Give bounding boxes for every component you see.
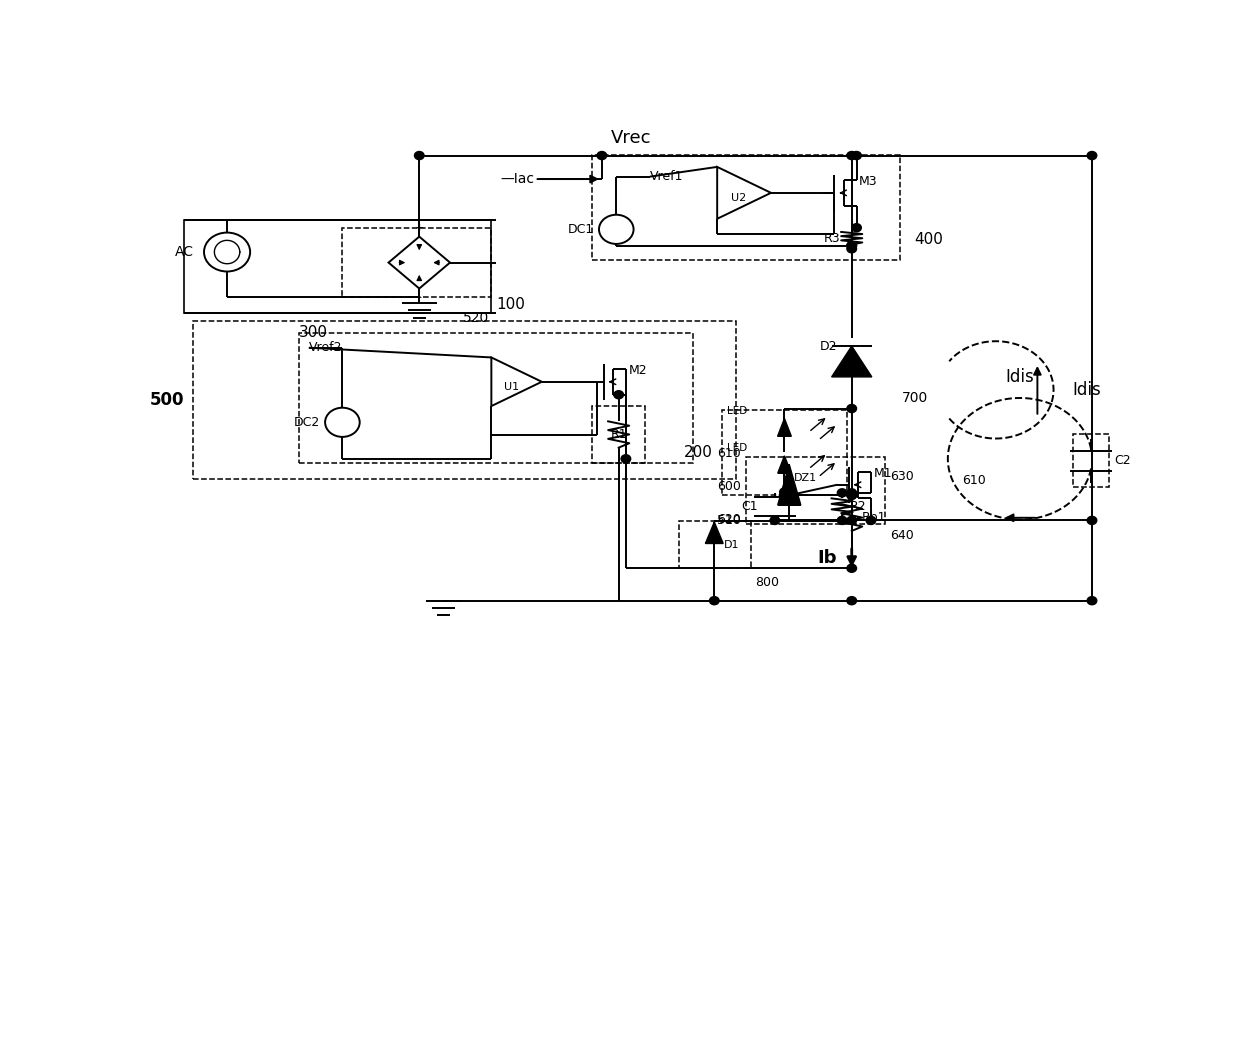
Polygon shape <box>832 346 872 377</box>
Circle shape <box>847 152 857 160</box>
Polygon shape <box>777 456 791 473</box>
Text: 640: 640 <box>890 529 914 541</box>
Circle shape <box>847 597 857 604</box>
Text: —Iac: —Iac <box>501 172 534 186</box>
Circle shape <box>847 491 857 499</box>
Text: 100: 100 <box>496 297 525 312</box>
Text: LED: LED <box>727 405 746 416</box>
Bar <box>722 410 847 495</box>
Text: D2: D2 <box>820 340 837 354</box>
Circle shape <box>847 564 857 573</box>
Text: U1: U1 <box>503 381 520 392</box>
Circle shape <box>837 516 847 524</box>
Bar <box>299 333 693 463</box>
Circle shape <box>780 491 790 499</box>
Bar <box>342 227 491 297</box>
Text: Rb1: Rb1 <box>862 511 885 524</box>
Bar <box>193 321 737 479</box>
Text: AC: AC <box>175 245 193 259</box>
Text: C2: C2 <box>1114 454 1131 468</box>
Circle shape <box>847 244 857 253</box>
Polygon shape <box>491 357 542 406</box>
Text: 500: 500 <box>149 391 184 409</box>
Text: Vref1: Vref1 <box>650 171 683 183</box>
Circle shape <box>1087 152 1096 160</box>
Circle shape <box>847 404 857 413</box>
Circle shape <box>780 488 790 496</box>
Text: R3: R3 <box>823 232 841 244</box>
Text: 400: 400 <box>914 233 944 247</box>
Bar <box>1073 435 1110 488</box>
Text: Vrec: Vrec <box>610 130 651 147</box>
Text: R2: R2 <box>849 500 867 513</box>
Circle shape <box>847 241 857 250</box>
Text: M2: M2 <box>629 364 647 377</box>
Circle shape <box>847 491 857 499</box>
Circle shape <box>614 391 624 399</box>
Circle shape <box>598 152 606 160</box>
Circle shape <box>867 516 875 524</box>
Polygon shape <box>706 522 723 543</box>
Text: M3: M3 <box>858 175 877 188</box>
Bar <box>184 220 491 313</box>
Text: R1: R1 <box>610 428 627 441</box>
Circle shape <box>1087 597 1096 604</box>
Text: 610: 610 <box>962 474 986 488</box>
Polygon shape <box>388 237 450 289</box>
Circle shape <box>414 152 424 160</box>
Text: 800: 800 <box>755 576 780 590</box>
Text: LED: LED <box>727 443 746 453</box>
Circle shape <box>621 455 631 463</box>
Circle shape <box>847 516 857 524</box>
Text: -: - <box>418 293 422 302</box>
Circle shape <box>1087 516 1096 524</box>
Text: 610: 610 <box>718 446 742 459</box>
Bar <box>593 406 645 463</box>
Text: 200: 200 <box>683 445 712 460</box>
Text: Idis: Idis <box>1006 367 1034 385</box>
Text: Idis: Idis <box>1073 381 1101 399</box>
Text: 630: 630 <box>890 470 914 483</box>
Circle shape <box>847 489 857 497</box>
Text: DC2: DC2 <box>294 416 320 429</box>
Text: Vref2: Vref2 <box>309 341 342 354</box>
Bar <box>746 457 885 523</box>
Text: 600: 600 <box>717 480 742 493</box>
Text: +: + <box>414 222 424 233</box>
Text: DC1: DC1 <box>568 223 594 236</box>
Text: 510: 510 <box>717 514 742 526</box>
Text: 700: 700 <box>903 391 929 405</box>
Text: D1: D1 <box>724 540 739 550</box>
Text: Ib: Ib <box>818 549 837 568</box>
Text: U2: U2 <box>732 193 746 203</box>
Text: C1: C1 <box>742 500 758 513</box>
Polygon shape <box>777 418 791 436</box>
Circle shape <box>852 223 862 232</box>
Circle shape <box>837 489 847 497</box>
Polygon shape <box>717 166 771 219</box>
Text: 300: 300 <box>299 325 329 340</box>
Circle shape <box>847 241 857 250</box>
Circle shape <box>770 516 780 524</box>
Text: DZ1: DZ1 <box>794 473 817 483</box>
Circle shape <box>709 597 719 604</box>
Bar <box>678 521 750 569</box>
Text: M1: M1 <box>874 466 893 480</box>
Text: 520: 520 <box>464 311 490 325</box>
Polygon shape <box>777 464 801 505</box>
Bar <box>593 155 900 260</box>
Circle shape <box>852 152 862 160</box>
Text: 620: 620 <box>718 513 742 526</box>
